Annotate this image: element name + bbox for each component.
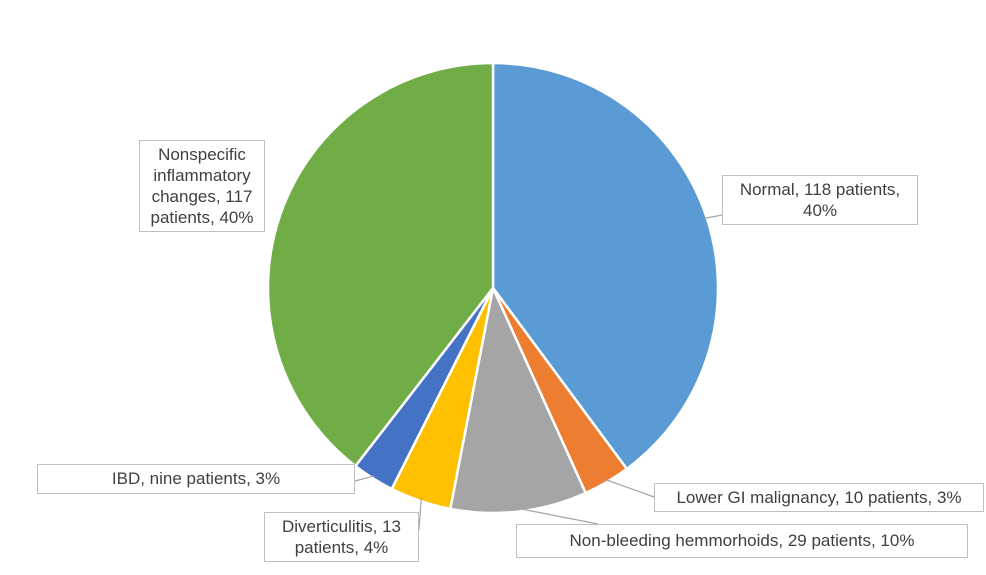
label-normal: Normal, 118 patients, 40% bbox=[722, 175, 918, 225]
leader-line-normal bbox=[703, 214, 723, 220]
label-ibd: IBD, nine patients, 3% bbox=[37, 464, 355, 494]
leader-line-lower-gi-malignancy bbox=[605, 478, 655, 498]
label-non-bleeding-hemmorhoids: Non-bleeding hemmorhoids, 29 patients, 1… bbox=[516, 524, 968, 558]
leader-line-ibd bbox=[354, 475, 375, 482]
leader-line-diverticulitis bbox=[418, 498, 422, 531]
label-diverticulitis: Diverticulitis, 13 patients, 4% bbox=[264, 512, 419, 562]
leader-line-non-bleeding-hemmorhoids bbox=[518, 507, 599, 525]
label-lower-gi-malignancy: Lower GI malignancy, 10 patients, 3% bbox=[654, 483, 984, 512]
label-nonspecific-inflammatory-changes: Nonspecific inflammatory changes, 117 pa… bbox=[139, 140, 265, 232]
slice-non-bleeding-hemmorhoids bbox=[449, 286, 587, 515]
slice-nonspecific-inflammatory-changes bbox=[266, 61, 495, 468]
